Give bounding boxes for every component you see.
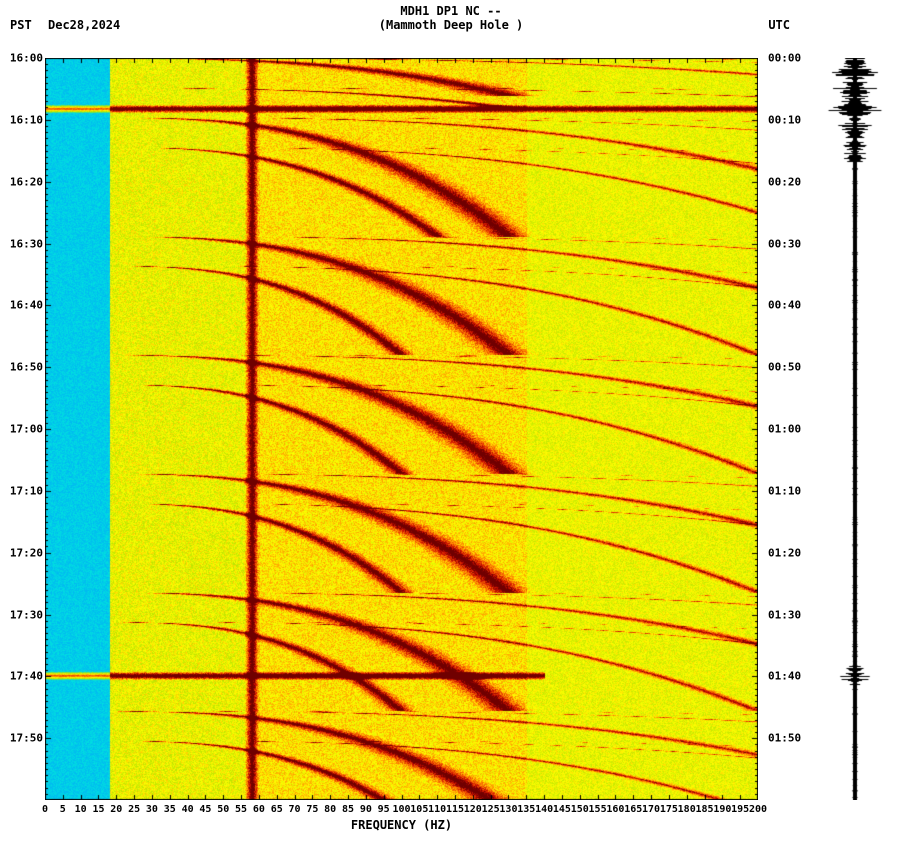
x-tick: 175	[660, 804, 678, 815]
x-tick: 55	[235, 804, 247, 815]
y-axis-right: 00:0000:1000:2000:3000:4000:5001:0001:10…	[764, 58, 808, 800]
spectrogram-plot	[45, 58, 758, 800]
x-tick: 0	[42, 804, 48, 815]
y-right-tick: 01:40	[764, 670, 812, 683]
y-left-tick: 16:40	[0, 299, 45, 312]
x-tick: 195	[731, 804, 749, 815]
x-tick: 60	[253, 804, 265, 815]
y-left-tick: 17:30	[0, 608, 45, 621]
y-right-tick: 00:30	[764, 237, 812, 250]
x-tick: 170	[642, 804, 660, 815]
x-tick: 35	[164, 804, 176, 815]
y-left-tick: 17:00	[0, 423, 45, 436]
x-tick: 105	[410, 804, 428, 815]
x-tick: 150	[571, 804, 589, 815]
x-tick: 85	[342, 804, 354, 815]
y-left-tick: 16:10	[0, 113, 45, 126]
x-axis-title: FREQUENCY (HZ)	[45, 818, 758, 832]
timezone-left: PST	[10, 18, 32, 32]
y-right-tick: 00:00	[764, 52, 812, 65]
x-tick: 140	[535, 804, 553, 815]
x-tick: 65	[271, 804, 283, 815]
y-right-tick: 00:20	[764, 175, 812, 188]
y-right-tick: 01:10	[764, 484, 812, 497]
y-right-tick: 01:50	[764, 732, 812, 745]
spectrogram-canvas	[45, 58, 758, 800]
y-right-tick: 01:00	[764, 423, 812, 436]
x-tick: 135	[517, 804, 535, 815]
x-tick: 45	[199, 804, 211, 815]
x-tick: 25	[128, 804, 140, 815]
y-right-tick: 00:40	[764, 299, 812, 312]
timezone-right: UTC	[768, 18, 790, 32]
x-tick: 190	[713, 804, 731, 815]
x-tick: 120	[464, 804, 482, 815]
x-tick: 40	[182, 804, 194, 815]
x-tick: 200	[749, 804, 767, 815]
y-left-tick: 16:50	[0, 361, 45, 374]
x-tick: 165	[624, 804, 642, 815]
station-title: MDH1 DP1 NC --	[0, 4, 902, 18]
station-subtitle: (Mammoth Deep Hole )	[0, 18, 902, 32]
date-label: Dec28,2024	[48, 18, 120, 32]
y-left-tick: 17:50	[0, 732, 45, 745]
x-tick: 115	[446, 804, 464, 815]
y-left-tick: 16:30	[0, 237, 45, 250]
y-right-tick: 01:20	[764, 546, 812, 559]
x-tick: 95	[378, 804, 390, 815]
x-tick: 125	[482, 804, 500, 815]
x-tick: 70	[289, 804, 301, 815]
x-tick: 90	[360, 804, 372, 815]
x-tick: 15	[92, 804, 104, 815]
y-left-tick: 17:10	[0, 484, 45, 497]
x-tick: 145	[553, 804, 571, 815]
y-right-tick: 00:50	[764, 361, 812, 374]
x-tick: 100	[392, 804, 410, 815]
x-tick: 30	[146, 804, 158, 815]
y-right-tick: 00:10	[764, 113, 812, 126]
y-left-tick: 16:00	[0, 52, 45, 65]
x-tick: 5	[60, 804, 66, 815]
x-tick: 80	[324, 804, 336, 815]
y-left-tick: 17:40	[0, 670, 45, 683]
y-axis-left: 16:0016:1016:2016:3016:4016:5017:0017:10…	[0, 58, 43, 800]
x-tick: 185	[695, 804, 713, 815]
x-tick: 75	[306, 804, 318, 815]
y-left-tick: 17:20	[0, 546, 45, 559]
x-tick: 50	[217, 804, 229, 815]
x-tick: 160	[606, 804, 624, 815]
waveform-plot	[820, 58, 890, 800]
x-tick: 180	[678, 804, 696, 815]
x-tick: 10	[75, 804, 87, 815]
x-tick: 155	[589, 804, 607, 815]
x-tick: 130	[499, 804, 517, 815]
waveform-canvas	[820, 58, 890, 800]
x-tick: 110	[428, 804, 446, 815]
y-left-tick: 16:20	[0, 175, 45, 188]
y-right-tick: 01:30	[764, 608, 812, 621]
x-tick: 20	[110, 804, 122, 815]
